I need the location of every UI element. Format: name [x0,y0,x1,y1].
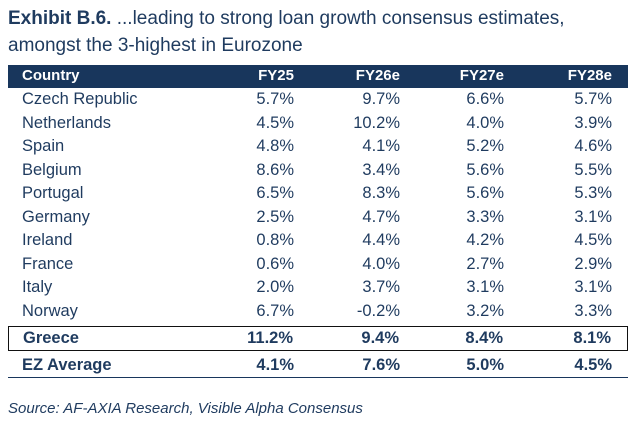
value-cell: 3.7% [362,278,400,296]
value-cell: 8.6% [256,160,294,179]
table-row: Germany 2.5% 4.7% 3.3% 3.1% [8,206,628,230]
header-fy27e: FY27e [459,67,504,84]
value-cell: 2.9% [574,254,612,273]
value-cell: 5.5% [574,160,612,179]
value-cell: 4.7% [362,207,400,226]
value-cell: 4.4% [362,231,400,249]
value-cell: 7.6% [362,356,400,374]
value-cell: 4.6% [574,137,612,155]
table-row: Czech Republic 5.7% 9.7% 6.6% 5.7% [8,88,628,112]
value-cell: 3.3% [466,207,504,226]
value-cell: 5.7% [574,90,612,108]
value-cell: 4.2% [466,231,504,249]
country-cell: Portugal [22,184,84,202]
value-cell: 4.0% [362,254,400,273]
exhibit-title: Exhibit B.6. ...leading to strong loan g… [8,5,636,59]
value-cell: 4.8% [256,137,294,155]
country-cell: EZ Average [22,356,112,374]
value-cell: 11.2% [247,329,293,347]
value-cell: 3.1% [574,278,612,296]
value-cell: 8.4% [465,329,503,347]
value-cell: 5.6% [466,184,504,202]
country-cell: Germany [22,207,90,226]
country-cell: Spain [22,137,65,155]
value-cell: 2.0% [256,278,294,296]
value-cell: 9.4% [361,329,399,347]
country-cell: Greece [23,329,79,347]
value-cell: 9.7% [362,90,400,108]
value-cell: 3.9% [574,113,612,132]
header-fy28e: FY28e [567,67,612,84]
exhibit-caption: ...leading to strong loan growth consens… [8,8,565,56]
table-row: Spain 4.8% 4.1% 5.2% 4.6% [8,135,628,159]
table-row-greece-highlight: Greece 11.2% 9.4% 8.4% 8.1% [8,326,628,351]
value-cell: 0.6% [256,254,294,273]
value-cell: 3.1% [574,207,612,226]
value-cell: 5.0% [466,356,504,374]
value-cell: 4.0% [466,113,504,132]
value-cell: 10.2% [353,113,400,132]
value-cell: 3.2% [466,301,504,320]
value-cell: 5.6% [466,160,504,179]
country-cell: Netherlands [22,113,111,132]
value-cell: 8.1% [573,329,611,347]
table-header-row: Country FY25 FY26e FY27e FY28e [8,65,628,88]
country-cell: Italy [22,278,53,296]
value-cell: 0.8% [256,231,294,249]
table-row: Norway 6.7% -0.2% 3.2% 3.3% [8,300,628,324]
table-row: Ireland 0.8% 4.4% 4.2% 4.5% [8,229,628,253]
value-cell: 5.3% [574,184,612,202]
header-country: Country [22,67,80,84]
table-row: Belgium 8.6% 3.4% 5.6% 5.5% [8,159,628,183]
table-row: Netherlands 4.5% 10.2% 4.0% 3.9% [8,112,628,136]
source-note: Source: AF-AXIA Research, Visible Alpha … [8,400,363,417]
loan-growth-table: Country FY25 FY26e FY27e FY28e Czech Rep… [8,65,628,378]
value-cell: 3.4% [362,160,400,179]
value-cell: 2.7% [466,254,504,273]
value-cell: 4.5% [574,231,612,249]
value-cell: 6.7% [256,301,294,320]
country-cell: France [22,254,74,273]
table-row: Italy 2.0% 3.7% 3.1% 3.1% [8,276,628,300]
country-cell: Czech Republic [22,90,138,108]
value-cell: 4.5% [256,113,294,132]
value-cell: 4.1% [362,137,400,155]
value-cell: 6.5% [256,184,294,202]
value-cell: 3.1% [466,278,504,296]
value-cell: 2.5% [256,207,294,226]
value-cell: 4.5% [574,356,612,374]
value-cell: 6.6% [466,90,504,108]
value-cell: 5.7% [256,90,294,108]
value-cell: -0.2% [356,301,400,320]
table-row: France 0.6% 4.0% 2.7% 2.9% [8,253,628,277]
exhibit-number: Exhibit B.6. [8,8,112,29]
value-cell: 4.1% [256,356,294,374]
value-cell: 5.2% [466,137,504,155]
country-cell: Norway [22,301,78,320]
table-row: Portugal 6.5% 8.3% 5.6% 5.3% [8,182,628,206]
table-row-ez-average: EZ Average 4.1% 7.6% 5.0% 4.5% [8,353,628,378]
value-cell: 8.3% [362,184,400,202]
header-fy26e: FY26e [355,67,400,84]
country-cell: Ireland [22,231,73,249]
country-cell: Belgium [22,160,82,179]
value-cell: 3.3% [574,301,612,320]
header-fy25: FY25 [258,67,294,84]
